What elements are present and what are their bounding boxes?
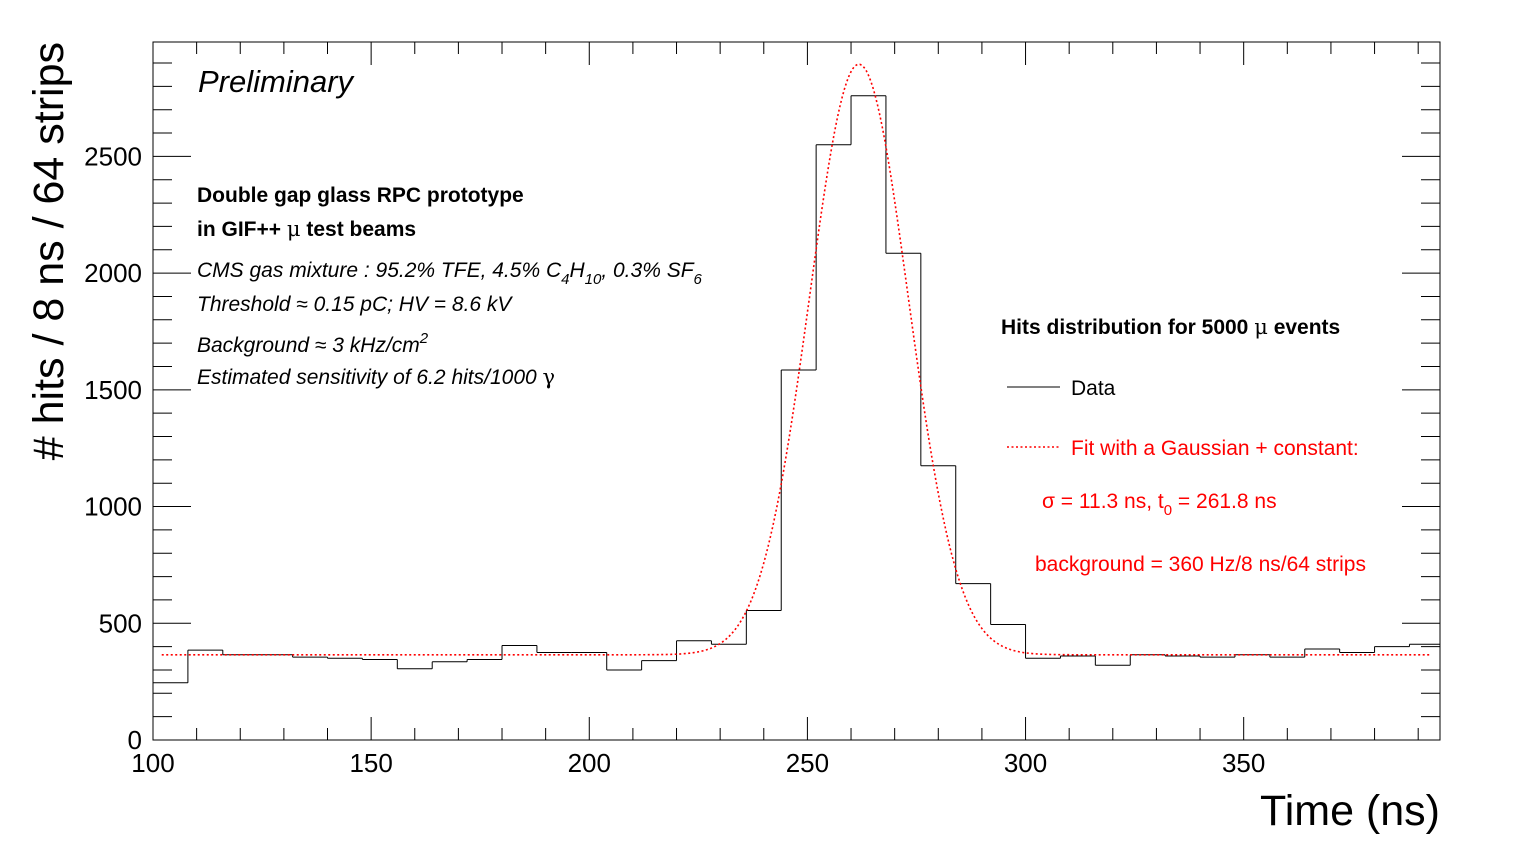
y-tick-label: 1500 [84, 375, 142, 405]
y-tick-label: 0 [128, 725, 142, 755]
gas-mid: , 0.3% SF [601, 259, 694, 282]
gas-h: H [569, 259, 585, 282]
gamma-symbol: γ [543, 365, 556, 389]
legend-title-pre: Hits distribution for 5000 [1001, 316, 1254, 339]
info-title-line1: Double gap glass RPC prototype [197, 184, 524, 207]
data-histogram [153, 95, 1440, 684]
sensitivity-text: Estimated sensitivity of 6.2 hits/1000 γ [197, 365, 555, 389]
legend-title-post: events [1268, 316, 1340, 339]
gas-h-sub: 10 [585, 271, 602, 288]
legend-fit-label: Fit with a Gaussian + constant: [1071, 437, 1359, 460]
plot-frame [152, 41, 1441, 741]
y-tick-label: 2000 [84, 258, 142, 288]
axis-ticks [152, 42, 1440, 741]
fit-params-sub: 0 [1164, 502, 1172, 519]
info-title-line2: in GIF++ μ test beams [197, 217, 416, 241]
x-tick-label: 200 [568, 748, 611, 778]
fit-params-pre: σ = 11.3 ns, t [1042, 490, 1164, 513]
fit-curve [161, 63, 1432, 656]
y-tick-label: 1000 [84, 492, 142, 522]
x-tick-label: 300 [1004, 748, 1047, 778]
x-tick-label: 350 [1222, 748, 1265, 778]
legend-fit-background: background = 360 Hz/8 ns/64 strips [1035, 553, 1366, 576]
legend-mu-symbol: μ [1254, 315, 1268, 339]
gas-pre: CMS gas mixture : 95.2% TFE, 4.5% C [197, 259, 562, 282]
sensitivity-pre: Estimated sensitivity of 6.2 hits/1000 [197, 366, 543, 389]
gas-c-sub: 4 [561, 271, 569, 288]
x-axis-label: Time (ns) [1260, 787, 1440, 835]
legend: Hits distribution for 5000 μ events Data… [1001, 315, 1366, 576]
info-line2-pre: in GIF++ [197, 218, 287, 241]
gas-sf-sub: 6 [694, 271, 703, 288]
background-sup: 2 [419, 330, 429, 347]
background-text: Background ≈ 3 kHz/cm2 [197, 330, 429, 357]
x-tick-labels: 100 150 200 250 300 350 [131, 748, 1265, 778]
threshold-text: Threshold ≈ 0.15 pC; HV = 8.6 kV [197, 293, 513, 316]
gas-mixture-text: CMS gas mixture : 95.2% TFE, 4.5% C4H10,… [197, 259, 703, 288]
background-pre: Background ≈ 3 kHz/cm [197, 334, 420, 357]
x-tick-label: 100 [131, 748, 174, 778]
preliminary-label: Preliminary [198, 64, 356, 99]
y-tick-label: 500 [99, 608, 142, 638]
y-tick-labels: 0 500 1000 1500 2000 2500 [84, 141, 142, 755]
legend-data-label: Data [1071, 377, 1116, 400]
legend-fit-params: σ = 11.3 ns, t0 = 261.8 ns [1042, 490, 1277, 519]
info-line2-post: test beams [301, 218, 417, 241]
fit-params-post: = 261.8 ns [1172, 490, 1277, 513]
y-tick-label: 2500 [84, 141, 142, 171]
legend-title: Hits distribution for 5000 μ events [1001, 315, 1340, 339]
x-tick-label: 250 [786, 748, 829, 778]
mu-symbol: μ [287, 217, 301, 241]
x-tick-label: 150 [349, 748, 392, 778]
y-axis-label: # hits / 8 ns / 64 strips [25, 42, 73, 460]
